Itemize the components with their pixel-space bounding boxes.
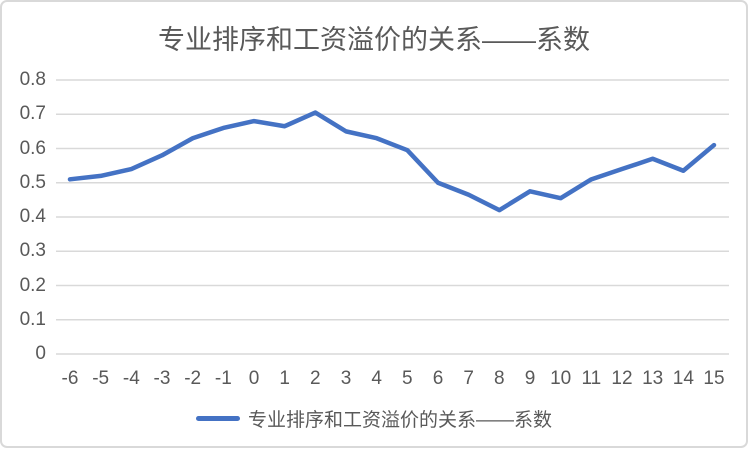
x-tick-label: 13 xyxy=(642,368,664,389)
y-tick-label: 0.7 xyxy=(19,103,46,125)
x-tick-label: -5 xyxy=(92,368,110,389)
legend: 专业排序和工资溢价的关系——系数 xyxy=(2,405,746,432)
y-tick-label: 0.3 xyxy=(19,240,46,262)
y-tick-label: 0.6 xyxy=(19,137,46,159)
x-tick-label: 1 xyxy=(279,368,290,389)
chart-title: 专业排序和工资溢价的关系——系数 xyxy=(158,25,590,55)
y-tick-label: 0.2 xyxy=(19,274,46,296)
x-tick-label: 10 xyxy=(550,368,572,389)
x-tick-label: 5 xyxy=(402,368,413,389)
y-tick-label: 0.4 xyxy=(19,206,46,227)
x-tick-label: 6 xyxy=(432,368,444,389)
x-tick-label: 4 xyxy=(371,368,382,389)
y-tick-label: 0.1 xyxy=(19,308,46,330)
x-tick-label: -3 xyxy=(153,368,171,389)
x-tick-label: -4 xyxy=(122,368,140,389)
x-tick-label: -2 xyxy=(184,368,202,389)
y-tick-label: 0 xyxy=(35,343,46,364)
x-tick-label: 8 xyxy=(494,368,505,389)
x-tick-label: 15 xyxy=(703,368,725,389)
x-tick-label: -6 xyxy=(61,368,79,389)
x-tick-label: 14 xyxy=(672,368,694,389)
x-tick-label: 3 xyxy=(340,368,352,389)
x-tick-label: 12 xyxy=(611,368,633,389)
x-tick-label: 9 xyxy=(524,368,536,389)
x-tick-label: 11 xyxy=(581,368,602,389)
x-tick-label: 7 xyxy=(463,368,474,389)
y-tick-label: 0.8 xyxy=(19,69,46,90)
x-tick-label: 0 xyxy=(248,368,260,389)
x-tick-label: 2 xyxy=(310,368,321,389)
y-tick-label: 0.5 xyxy=(19,171,46,193)
plot-area xyxy=(56,79,729,355)
series-line xyxy=(67,110,717,213)
legend-line-marker xyxy=(195,416,240,421)
x-tick-label: -1 xyxy=(214,368,232,389)
legend-label: 专业排序和工资溢价的关系——系数 xyxy=(247,410,552,431)
